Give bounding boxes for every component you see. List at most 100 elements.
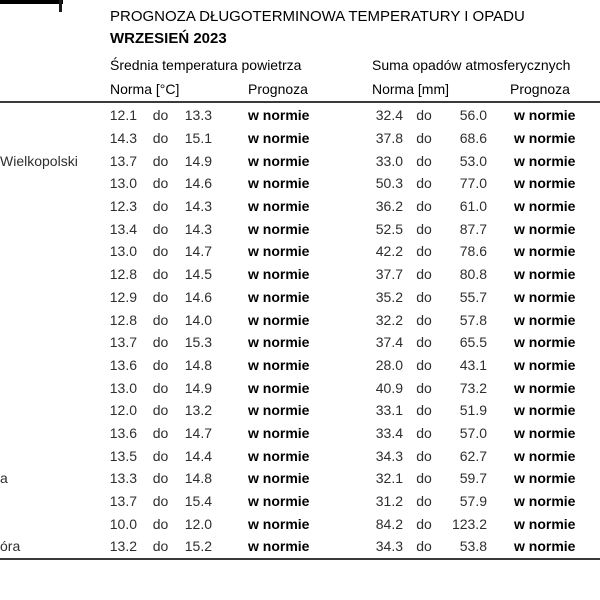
cell-precip-forecast: w normie: [514, 424, 576, 441]
cell-precip-norm-min: 36.2: [375, 198, 403, 215]
table-row: 13.0 do 14.9 w normie 40.9 do 73.2 w nor…: [0, 376, 600, 399]
cell-precip-norm-min: 32.1: [375, 470, 403, 487]
cell-temp-range-separator: do: [152, 493, 169, 510]
cell-station-name: Wielkopolski: [0, 152, 78, 169]
cell-temp-range-separator: do: [152, 107, 169, 124]
table-header-rule: [0, 101, 600, 103]
cell-temp-norm-min: 13.5: [109, 447, 137, 464]
cell-precip-forecast: w normie: [514, 538, 576, 555]
cell-precip-norm-min: 33.4: [375, 424, 403, 441]
cell-temp-forecast: w normie: [248, 107, 310, 124]
cell-temp-forecast: w normie: [248, 334, 310, 351]
cell-temp-norm-min: 13.7: [109, 334, 137, 351]
cell-station-name: óra: [0, 538, 21, 555]
cell-precip-forecast: w normie: [514, 470, 576, 487]
table-row: 13.6 do 14.8 w normie 28.0 do 43.1 w nor…: [0, 354, 600, 377]
table-row: 12.3 do 14.3 w normie 36.2 do 61.0 w nor…: [0, 195, 600, 218]
cell-temp-norm-min: 13.6: [109, 424, 137, 441]
cell-temp-range-separator: do: [152, 379, 169, 396]
cell-temp-range-separator: do: [152, 175, 169, 192]
cell-precip-norm-min: 37.7: [375, 266, 403, 283]
cell-temp-forecast: w normie: [248, 198, 310, 215]
cell-temp-norm-max: 14.9: [184, 379, 212, 396]
column-header-temp-forecast: Prognoza: [248, 81, 308, 97]
cell-temp-forecast: w normie: [248, 424, 310, 441]
cell-precip-forecast: w normie: [514, 220, 576, 237]
cell-temp-range-separator: do: [152, 288, 169, 305]
column-header-temp-norm: Norma [°C]: [110, 81, 180, 97]
cell-precip-range-separator: do: [416, 493, 432, 510]
cell-temp-norm-max: 14.3: [184, 198, 212, 215]
cell-precip-range-separator: do: [416, 311, 432, 328]
table-row: 10.0 do 12.0 w normie 84.2 do 123.2 w no…: [0, 512, 600, 535]
cell-temp-range-separator: do: [152, 198, 169, 215]
cell-temp-norm-min: 13.3: [109, 470, 137, 487]
cell-temp-forecast: w normie: [248, 379, 310, 396]
cell-temp-norm-max: 14.9: [184, 152, 212, 169]
cell-temp-norm-max: 15.3: [184, 334, 212, 351]
cell-temp-norm-max: 14.3: [184, 220, 212, 237]
cell-temp-norm-min: 10.0: [109, 515, 137, 532]
cell-temp-norm-max: 12.0: [184, 515, 212, 532]
cell-precip-range-separator: do: [416, 243, 432, 260]
cell-temp-norm-min: 12.8: [109, 266, 137, 283]
cell-precip-norm-min: 84.2: [375, 515, 403, 532]
cell-temp-range-separator: do: [152, 266, 169, 283]
cell-precip-norm-max: 53.8: [459, 538, 487, 555]
cell-temp-norm-max: 14.4: [184, 447, 212, 464]
cell-precip-norm-max: 68.6: [459, 130, 487, 147]
cell-temp-norm-max: 15.4: [184, 493, 212, 510]
table-border-stub: [59, 0, 62, 12]
cell-temp-norm-max: 14.0: [184, 311, 212, 328]
cell-precip-norm-max: 53.0: [459, 152, 487, 169]
cell-precip-range-separator: do: [416, 515, 432, 532]
table-row: 13.6 do 14.7 w normie 33.4 do 57.0 w nor…: [0, 422, 600, 445]
table-row: 14.3 do 15.1 w normie 37.8 do 68.6 w nor…: [0, 127, 600, 150]
cell-precip-range-separator: do: [416, 402, 432, 419]
cell-precip-norm-max: 123.2: [451, 515, 487, 532]
cell-temp-forecast: w normie: [248, 266, 310, 283]
cell-precip-norm-min: 33.1: [375, 402, 403, 419]
cell-precip-norm-max: 55.7: [459, 288, 487, 305]
cell-precip-forecast: w normie: [514, 402, 576, 419]
cell-temp-forecast: w normie: [248, 402, 310, 419]
cell-precip-forecast: w normie: [514, 152, 576, 169]
cell-temp-norm-max: 14.8: [184, 356, 212, 373]
cell-temp-norm-min: 13.6: [109, 356, 137, 373]
cell-precip-norm-max: 56.0: [459, 107, 487, 124]
cell-precip-range-separator: do: [416, 379, 432, 396]
cell-temp-norm-min: 13.4: [109, 220, 137, 237]
cell-temp-norm-min: 13.2: [109, 538, 137, 555]
cell-temp-range-separator: do: [152, 243, 169, 260]
table-row: 13.4 do 14.3 w normie 52.5 do 87.7 w nor…: [0, 217, 600, 240]
cell-precip-norm-max: 62.7: [459, 447, 487, 464]
cell-temp-range-separator: do: [152, 356, 169, 373]
cell-precip-forecast: w normie: [514, 515, 576, 532]
cell-temp-range-separator: do: [152, 334, 169, 351]
cell-precip-norm-min: 28.0: [375, 356, 403, 373]
table-row: 13.5 do 14.4 w normie 34.3 do 62.7 w nor…: [0, 444, 600, 467]
cell-temp-norm-max: 15.1: [184, 130, 212, 147]
cell-precip-norm-min: 33.0: [375, 152, 403, 169]
table-row: 13.0 do 14.7 w normie 42.2 do 78.6 w nor…: [0, 240, 600, 263]
cell-temp-range-separator: do: [152, 515, 169, 532]
cell-precip-norm-max: 65.5: [459, 334, 487, 351]
table-row: óra 13.2 do 15.2 w normie 34.3 do 53.8 w…: [0, 535, 600, 558]
cell-precip-range-separator: do: [416, 220, 432, 237]
cell-temp-forecast: w normie: [248, 243, 310, 260]
cell-precip-forecast: w normie: [514, 447, 576, 464]
cell-temp-forecast: w normie: [248, 311, 310, 328]
cell-precip-forecast: w normie: [514, 130, 576, 147]
cell-precip-forecast: w normie: [514, 288, 576, 305]
cell-precip-norm-min: 42.2: [375, 243, 403, 260]
cell-temp-norm-min: 13.7: [109, 152, 137, 169]
cell-precip-range-separator: do: [416, 447, 432, 464]
cell-precip-forecast: w normie: [514, 107, 576, 124]
cell-temp-norm-min: 13.0: [109, 379, 137, 396]
cell-temp-range-separator: do: [152, 424, 169, 441]
cell-precip-norm-max: 59.7: [459, 470, 487, 487]
cell-precip-forecast: w normie: [514, 175, 576, 192]
cell-precip-range-separator: do: [416, 130, 432, 147]
cell-precip-norm-min: 34.3: [375, 538, 403, 555]
cell-precip-norm-max: 73.2: [459, 379, 487, 396]
